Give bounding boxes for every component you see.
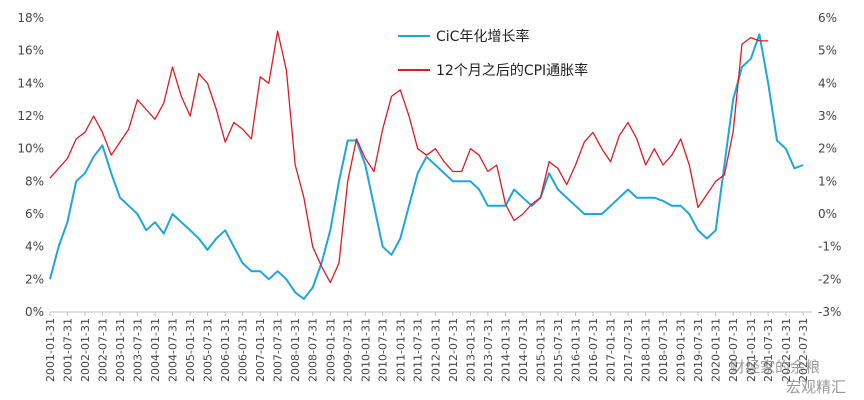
- x-tick-label: 2019-01-31: [675, 318, 688, 382]
- x-tick-label: 2019-07-31: [692, 318, 705, 382]
- x-tick-label: 2017-07-31: [622, 318, 635, 382]
- x-tick-label: 2002-01-31: [79, 318, 92, 382]
- x-tick-label: 2018-07-31: [657, 318, 670, 382]
- x-tick-label: 2003-01-31: [114, 318, 127, 382]
- left-tick-label: 16%: [17, 44, 44, 58]
- left-tick-label: 2%: [25, 272, 44, 286]
- right-tick-label: 1%: [818, 174, 837, 188]
- x-tick-label: 2015-01-31: [535, 318, 548, 382]
- left-tick-label: 8%: [25, 174, 44, 188]
- x-tick-label: 2012-07-31: [447, 318, 460, 382]
- x-tick-label: 2005-07-31: [202, 318, 215, 382]
- x-tick-label: 2021-07-31: [762, 318, 775, 382]
- x-tick-label: 2020-01-31: [710, 318, 723, 382]
- left-tick-label: 10%: [17, 142, 44, 156]
- right-tick-label: 2%: [818, 142, 837, 156]
- right-axis-ticks: -3% -2% -1% 0% 1% 2% 3% 4% 5% 6%: [818, 11, 841, 319]
- x-tick-label: 2009-01-31: [324, 318, 337, 382]
- x-tick-label: 2011-07-31: [412, 318, 425, 382]
- x-tick-label: 2022-01-31: [780, 318, 793, 382]
- x-tick-label: 2005-01-31: [184, 318, 197, 382]
- left-tick-label: 14%: [17, 76, 44, 90]
- x-tick-label: 2011-01-31: [394, 318, 407, 382]
- x-axis-ticks: 2001-01-31 2001-07-31 2002-01-31 2002-07-31…: [44, 312, 810, 382]
- x-tick-label: 2013-01-31: [464, 318, 477, 382]
- x-tick-label: 2001-07-31: [61, 318, 74, 382]
- x-tick-label: 2008-07-31: [307, 318, 320, 382]
- x-tick-label: 2003-07-31: [131, 318, 144, 382]
- x-tick-label: 2016-01-31: [570, 318, 583, 382]
- x-tick-label: 2009-07-31: [342, 318, 355, 382]
- series-line-2: [49, 30, 769, 284]
- series-layer: [49, 30, 804, 300]
- left-tick-label: 0%: [25, 305, 44, 319]
- watermark: 财经家的余粮 宏观精汇: [730, 358, 846, 396]
- right-tick-label: -2%: [818, 272, 841, 286]
- right-tick-label: 5%: [818, 44, 837, 58]
- x-tick-label: 2006-07-31: [237, 318, 250, 382]
- x-tick-label: 2016-07-31: [587, 318, 600, 382]
- x-tick-label: 2008-01-31: [289, 318, 302, 382]
- right-tick-label: 6%: [818, 11, 837, 25]
- right-tick-label: 0%: [818, 207, 837, 221]
- right-tick-label: 4%: [818, 76, 837, 90]
- right-tick-label: -3%: [818, 305, 841, 319]
- x-tick-label: 2006-01-31: [219, 318, 232, 382]
- x-tick-label: 2001-01-31: [44, 318, 57, 382]
- x-tick-label: 2004-07-31: [167, 318, 180, 382]
- left-axis-ticks: 0% 2% 4% 6% 8% 10% 12% 14% 16% 18%: [17, 11, 44, 319]
- legend-label-2: 12个月之后的CPI通胀率: [436, 62, 588, 79]
- x-tick-label: 2010-07-31: [377, 318, 390, 382]
- left-tick-label: 12%: [17, 109, 44, 123]
- watermark-text-1: 财经家的余粮: [730, 358, 820, 376]
- series-line-1: [49, 33, 804, 300]
- x-tick-label: 2020-07-31: [727, 318, 740, 382]
- x-tick-label: 2007-07-31: [272, 318, 285, 382]
- left-tick-label: 6%: [25, 207, 44, 221]
- x-tick-label: 2014-07-31: [517, 318, 530, 382]
- x-tick-label: 2014-01-31: [499, 318, 512, 382]
- x-tick-label: 2007-01-31: [254, 318, 267, 382]
- legend: CiC年化增长率 12个月之后的CPI通胀率: [398, 28, 588, 79]
- x-tick-label: 2013-07-31: [482, 318, 495, 382]
- x-tick-label: 2010-01-31: [359, 318, 372, 382]
- right-tick-label: 3%: [818, 109, 837, 123]
- legend-label-1: CiC年化增长率: [436, 28, 529, 45]
- x-tick-label: 2012-01-31: [429, 318, 442, 382]
- left-tick-label: 4%: [25, 240, 44, 254]
- left-tick-label: 18%: [17, 11, 44, 25]
- right-tick-label: -1%: [818, 240, 841, 254]
- x-tick-label: 2015-07-31: [552, 318, 565, 382]
- x-tick-label: 2002-07-31: [96, 318, 109, 382]
- x-tick-label: 2004-01-31: [149, 318, 162, 382]
- watermark-text-2: 宏观精汇: [786, 378, 846, 396]
- x-tick-label: 2018-01-31: [640, 318, 653, 382]
- x-tick-label: 2022-07-31: [797, 318, 810, 382]
- x-tick-label: 2021-01-31: [745, 318, 758, 382]
- x-tick-label: 2017-01-31: [605, 318, 618, 382]
